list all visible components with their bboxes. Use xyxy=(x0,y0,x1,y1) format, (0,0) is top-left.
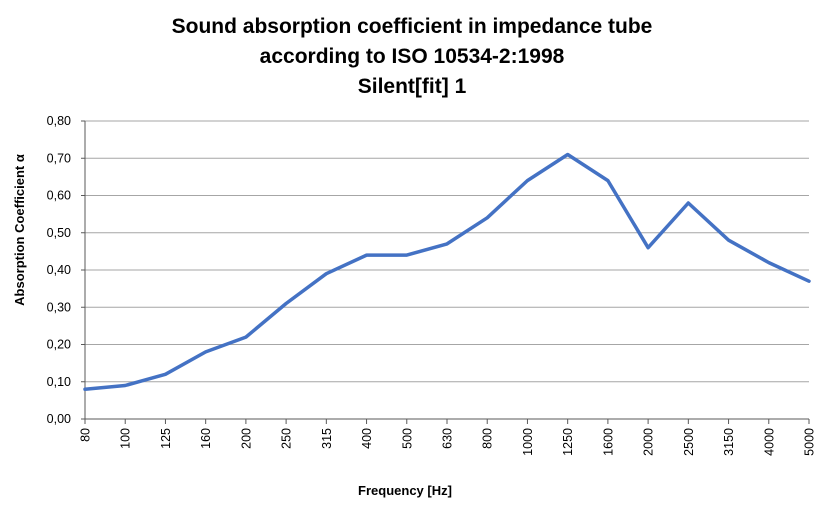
x-tick-label: 630 xyxy=(441,428,455,449)
data-point xyxy=(687,202,689,204)
x-tick-label: 5000 xyxy=(803,428,817,456)
chart-title-line-2: according to ISO 10534-2:1998 xyxy=(260,45,565,68)
x-tick-label: 3150 xyxy=(722,428,736,456)
x-tick-label: 1250 xyxy=(561,428,575,456)
data-point xyxy=(567,154,569,156)
chart-title-line-1: Sound absorption coefficient in impedanc… xyxy=(172,15,653,38)
x-tick-label: 4000 xyxy=(762,428,776,456)
data-point xyxy=(647,247,649,249)
x-tick-label: 400 xyxy=(360,428,374,449)
x-tick-label: 315 xyxy=(320,428,334,449)
data-point xyxy=(245,336,247,338)
x-axis-ticks: 80 100 125 160 200 250 315 400 500 630 800 1000 1250… xyxy=(79,419,817,456)
series-layer xyxy=(83,152,811,391)
x-axis-title: Frequency [Hz] xyxy=(358,483,452,498)
gridlines xyxy=(84,120,809,420)
data-point xyxy=(124,384,126,386)
x-tick-label: 100 xyxy=(119,428,133,449)
x-tick-label: 1000 xyxy=(521,428,535,456)
y-tick-label: 0,60 xyxy=(47,189,71,203)
y-tick-label: 0,40 xyxy=(47,263,71,277)
data-point xyxy=(526,180,528,182)
y-tick-label: 0,80 xyxy=(47,114,71,128)
data-point xyxy=(486,217,488,219)
x-tick-label: 250 xyxy=(280,428,294,449)
data-point xyxy=(406,254,408,256)
x-tick-label: 200 xyxy=(239,428,253,449)
series-line xyxy=(83,152,811,391)
x-tick-label: 125 xyxy=(159,428,173,449)
data-point xyxy=(164,373,166,375)
data-point xyxy=(325,273,327,275)
data-point xyxy=(205,351,207,353)
data-point xyxy=(285,303,287,305)
x-tick-label: 2000 xyxy=(642,428,656,456)
data-point xyxy=(607,180,609,182)
y-axis-ticks: 0,00 0,10 0,20 0,30 0,40 0,50 0,60 0,70 0,80 xyxy=(47,114,85,426)
x-tick-label: 80 xyxy=(79,428,93,442)
data-point xyxy=(728,239,730,241)
chart-title-line-3: Silent[fit] 1 xyxy=(358,75,467,98)
x-tick-label: 800 xyxy=(481,428,495,449)
y-tick-label: 0,10 xyxy=(47,375,71,389)
data-point xyxy=(366,254,368,256)
x-tick-label: 2500 xyxy=(682,428,696,456)
data-point xyxy=(808,280,810,282)
y-tick-label: 0,30 xyxy=(47,300,71,314)
y-tick-label: 0,50 xyxy=(47,226,71,240)
y-tick-label: 0,70 xyxy=(47,151,71,165)
y-tick-label: 0,20 xyxy=(47,338,71,352)
data-point xyxy=(446,243,448,245)
data-point xyxy=(768,262,770,264)
x-tick-label: 1600 xyxy=(601,428,615,456)
x-tick-label: 160 xyxy=(199,428,213,449)
y-axis-title: Absorption Coefficient α xyxy=(12,154,27,306)
y-tick-label: 0,00 xyxy=(47,412,71,426)
data-point xyxy=(84,388,86,390)
x-tick-label: 500 xyxy=(400,428,414,449)
